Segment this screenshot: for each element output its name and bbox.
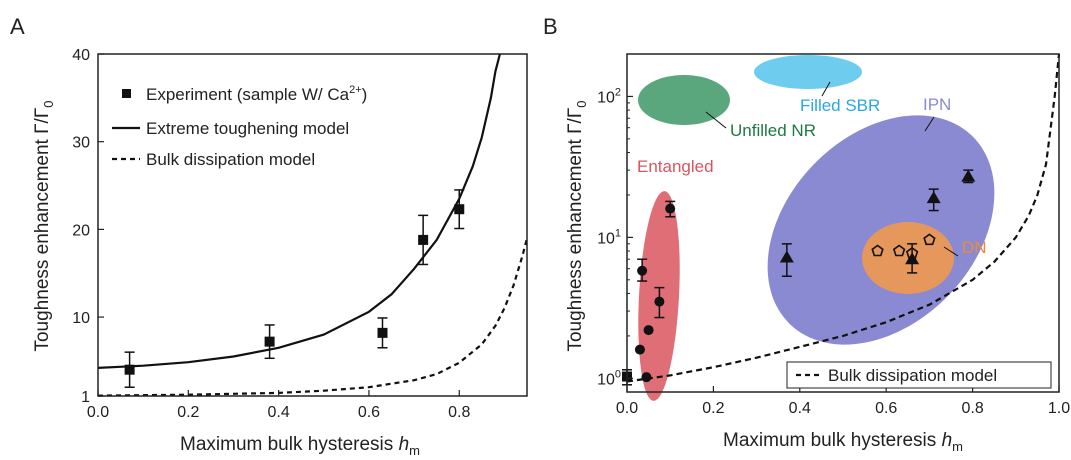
- leader-unfilled-nr: [705, 111, 727, 129]
- leader-dn: [943, 246, 959, 257]
- panel-b-legend-box: [786, 361, 1052, 389]
- data-point: [634, 344, 645, 355]
- region-label-unfilled-nr: Unfilled NR: [730, 121, 816, 140]
- region-dn: [862, 222, 954, 294]
- panel-b: B 0.0 0.2 0.4 0.6 0.8 1.0 100 101 102 Entangled …: [543, 14, 1070, 454]
- data-point: [871, 244, 884, 257]
- data-point: [264, 336, 275, 347]
- panel-b-region-labels: Entangled Unfilled NR Filled SBR IPN DN: [637, 81, 987, 257]
- data-point: [418, 234, 429, 245]
- y-tick-label: 1: [81, 389, 90, 406]
- y-tick-label: 40: [72, 47, 90, 64]
- region-label-entangled: Entangled: [637, 157, 714, 176]
- x-tick-label: 0.0: [87, 404, 109, 421]
- y-tick-label: 10: [72, 310, 90, 327]
- panel-b-y-axis-title: Toughness enhancement Γ/Γ0: [565, 100, 589, 351]
- panel-a: A 0.0 0.2 0.4 0.6 0.8 1 10 20 30 40 Experiment (s…: [10, 14, 529, 458]
- data-point: [454, 204, 465, 215]
- leader-filled-sbr: [821, 81, 831, 97]
- panel-b-letter: B: [543, 14, 558, 39]
- data-point: [892, 244, 906, 257]
- region-label-ipn: IPN: [923, 95, 951, 114]
- extreme-toughening-curve: [97, 53, 501, 369]
- panel-a-letter: A: [10, 14, 25, 39]
- legend-entry-experiment: Experiment (sample W/ Ca2+): [146, 84, 367, 104]
- x-tick-label: 0.8: [448, 404, 470, 421]
- panel-a-y-axis-title: Toughness enhancement Γ/Γ0: [32, 100, 56, 351]
- panel-b-x-axis-title: Maximum bulk hysteresis hm: [723, 430, 963, 454]
- x-tick-label: 0.8: [961, 400, 983, 417]
- leader-ipn: [924, 116, 935, 132]
- data-point: [637, 265, 648, 276]
- region-filled-sbr: [754, 55, 862, 89]
- y-tick-label: 30: [72, 135, 90, 152]
- legend-marker-square: [122, 89, 131, 98]
- panel-b-legend: Bulk dissipation model: [786, 361, 1052, 389]
- panel-b-frame: [626, 53, 1060, 393]
- data-point: [961, 169, 976, 182]
- panel-a-frame: [97, 53, 528, 397]
- y-tick-label: 20: [72, 222, 90, 239]
- x-tick-label: 1.0: [1048, 400, 1070, 417]
- panel-a-x-axis-title: Maximum bulk hysteresis hm: [180, 434, 420, 458]
- data-point: [643, 325, 654, 336]
- legend-entry-bulk-b: Bulk dissipation model: [828, 366, 997, 385]
- legend-entry-extreme: Extreme toughening model: [146, 119, 349, 138]
- data-point: [779, 250, 794, 263]
- x-tick-label: 0.6: [358, 404, 380, 421]
- region-label-dn: DN: [962, 238, 987, 257]
- data-point: [124, 364, 135, 375]
- region-unfilled-nr: [638, 75, 730, 125]
- y-tick-label: 100: [597, 368, 621, 388]
- data-point: [923, 233, 936, 246]
- x-tick-label: 0.0: [616, 400, 638, 417]
- x-tick-label: 0.4: [789, 400, 811, 417]
- data-point: [377, 327, 388, 338]
- x-tick-label: 0.2: [177, 404, 199, 421]
- data-point: [926, 191, 941, 204]
- data-point: [665, 203, 676, 214]
- data-point: [905, 246, 919, 259]
- bulk-dissipation-curve: [97, 237, 529, 397]
- legend-entry-bulk: Bulk dissipation model: [146, 150, 315, 169]
- x-tick-label: 0.4: [268, 404, 290, 421]
- x-tick-label: 0.6: [875, 400, 897, 417]
- data-point: [641, 372, 652, 383]
- panel-b-regions: [638, 55, 995, 401]
- data-point: [654, 296, 665, 307]
- region-label-filled-sbr: Filled SBR: [800, 96, 880, 115]
- panel-a-legend: Experiment (sample W/ Ca2+) Extreme toug…: [112, 84, 367, 169]
- y-tick-label: 101: [597, 227, 621, 247]
- x-tick-label: 0.2: [702, 400, 724, 417]
- y-tick-label: 102: [597, 86, 621, 106]
